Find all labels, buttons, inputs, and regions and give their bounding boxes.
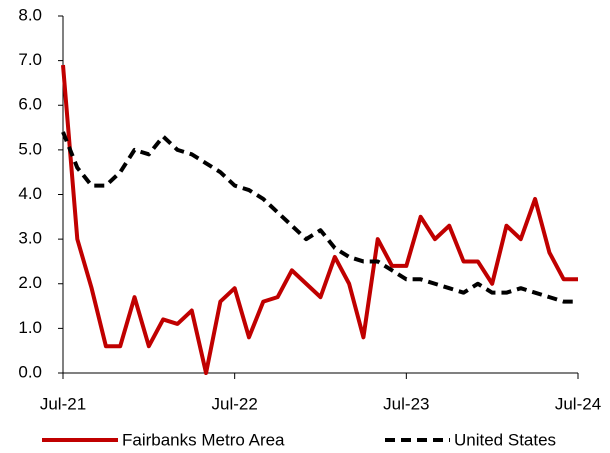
x-tick-label: Jul-22 [212,394,258,413]
legend-label: Fairbanks Metro Area [122,430,285,449]
series-line [61,131,578,304]
y-tick-label: 0.0 [18,362,42,381]
x-tick-label: Jul-21 [40,394,86,413]
y-tick-label: 6.0 [18,95,42,114]
x-tick-label: Jul-24 [555,394,601,413]
y-tick-label: 8.0 [18,5,42,24]
series-line [61,64,578,375]
x-tick-label: Jul-23 [383,394,429,413]
y-tick-label: 5.0 [18,139,42,158]
legend-label: United States [454,430,556,449]
y-tick-label: 2.0 [18,273,42,292]
y-tick-label: 4.0 [18,184,42,203]
y-tick-label: 1.0 [18,318,42,337]
y-tick-label: 7.0 [18,50,42,69]
y-tick-label: 3.0 [18,229,42,248]
